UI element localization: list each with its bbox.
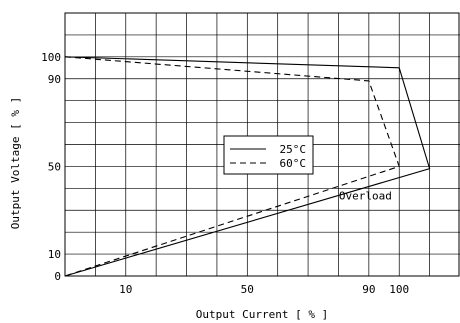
x-tick-label: 50	[241, 283, 254, 296]
legend: 25°C 60°C	[223, 135, 314, 175]
legend-label-60c: 60°C	[280, 157, 307, 170]
plot-frame	[64, 12, 460, 277]
annotation-overload: Overload	[339, 189, 392, 202]
tick-labels: 10 50 90 100 0 10 50 90 100	[41, 51, 409, 296]
legend-label-25c: 25°C	[280, 143, 307, 156]
x-axis-label: Output Current [ % ]	[196, 308, 328, 321]
y-tick-label: 50	[48, 160, 61, 173]
y-tick-label: 0	[54, 270, 61, 283]
series-line-0	[64, 56, 431, 277]
x-tick-label: 10	[119, 283, 132, 296]
series-line-1	[64, 56, 400, 277]
legend-box	[223, 135, 314, 175]
y-tick-label: 90	[48, 73, 61, 86]
y-tick-label: 100	[41, 51, 61, 64]
x-tick-label: 90	[362, 283, 375, 296]
series-group	[64, 56, 431, 277]
y-tick-label: 10	[48, 248, 61, 261]
x-tick-label: 100	[389, 283, 409, 296]
y-axis-label: Output Voltage [ % ]	[9, 97, 22, 229]
